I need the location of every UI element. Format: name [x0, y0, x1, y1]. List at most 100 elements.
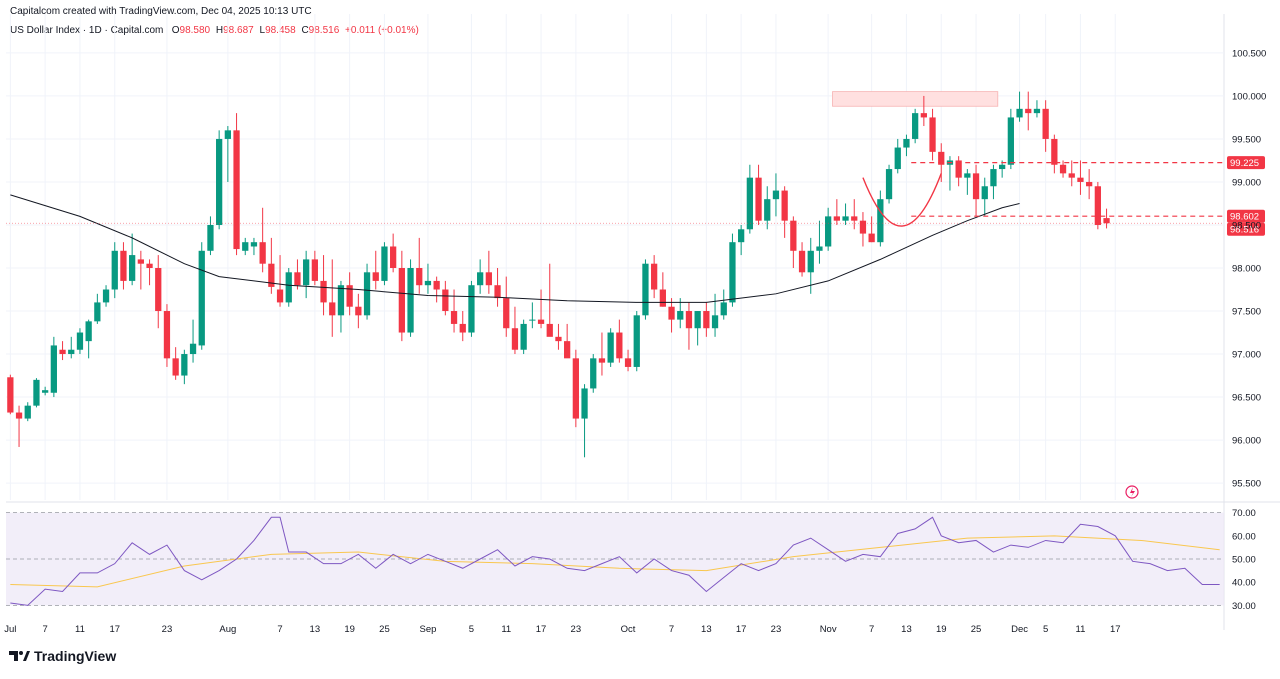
low-label: L [259, 25, 266, 36]
high-value: 98.687 [223, 25, 254, 36]
candle-body [50, 345, 57, 393]
time-tick-label: 11 [1076, 624, 1086, 635]
candle-body [651, 263, 658, 290]
candle-body [268, 263, 275, 287]
candle-body [207, 224, 214, 251]
candle-body [189, 343, 197, 355]
time-tick-label: Nov [820, 624, 837, 635]
candle-body [172, 358, 179, 376]
candle-body [1051, 138, 1058, 165]
candle-body [885, 169, 893, 200]
time-tick-label: 25 [971, 624, 982, 635]
candle-body [146, 263, 153, 268]
candle-body [477, 272, 484, 286]
cup-curve [862, 173, 942, 227]
candle-body [816, 246, 823, 251]
time-tick-label: 13 [701, 624, 712, 635]
flash-icon[interactable] [1125, 485, 1139, 499]
rsi-tick-label: 60.00 [1232, 531, 1256, 542]
candle-body [633, 315, 640, 367]
time-tick-label: 7 [277, 624, 282, 635]
candle-body [398, 268, 405, 333]
price-tick-label: 98.500 [1232, 220, 1261, 231]
time-tick-label: 17 [109, 624, 120, 635]
candle-body [42, 390, 49, 393]
candle-body [111, 250, 118, 290]
candle-body [677, 311, 684, 320]
candle-body [833, 216, 840, 221]
candle-body [764, 199, 771, 221]
pattern-overlay: 99.225 98.602 98.516 [6, 156, 1265, 236]
candle-body [390, 246, 397, 268]
candle-body [1094, 186, 1101, 225]
time-tick-label: 17 [536, 624, 547, 635]
candle-body [825, 216, 832, 247]
candle-body [529, 319, 536, 321]
time-tick-label: Sep [419, 624, 436, 635]
candle-body [94, 302, 101, 322]
price-tick-label: 100.000 [1232, 91, 1266, 102]
candle-body [450, 311, 458, 324]
candle-body [137, 259, 144, 264]
candle-body [181, 354, 188, 376]
close-value: 98.516 [308, 25, 340, 36]
candle-body [790, 220, 797, 251]
candle-body [990, 169, 997, 187]
candle-body [216, 138, 223, 225]
time-tick-label: 25 [379, 624, 390, 635]
candle-body [912, 113, 919, 139]
candle-body [564, 341, 571, 359]
high-label: H [215, 25, 224, 36]
candle-body [320, 280, 327, 303]
candle-body [1077, 177, 1084, 182]
candle-body [720, 302, 727, 316]
candle-body [1103, 218, 1110, 224]
candle-body [442, 289, 449, 312]
candle-body [903, 138, 910, 148]
tradingview-logo[interactable]: TradingView [8, 648, 116, 664]
moving-average-line [10, 194, 1020, 303]
resistance-zone-box [832, 91, 999, 107]
price-tag-label: 98.516 [1230, 225, 1259, 236]
candle-body [581, 388, 588, 419]
candle-body [981, 186, 988, 200]
time-tick-label: 5 [1043, 624, 1048, 635]
candle-body [407, 268, 414, 333]
candle-body [494, 285, 501, 299]
price-tag [1227, 222, 1265, 236]
time-tick-label: 13 [310, 624, 321, 635]
rsi-tick-label: 30.00 [1232, 601, 1256, 612]
time-tick-label: 13 [901, 624, 912, 635]
candle-body [33, 379, 40, 406]
candle-body [15, 412, 23, 419]
candle-body [520, 323, 527, 350]
candle-body [276, 289, 284, 303]
price-tag-label: 98.602 [1230, 212, 1259, 223]
candle-body [964, 173, 971, 178]
candle-body [329, 302, 336, 316]
rsi-tick-label: 50.00 [1232, 555, 1256, 566]
candle-body [1007, 117, 1014, 165]
price-axis[interactable]: 100.500 100.000 99.500 99.000 98.500 98.000 97… [1232, 48, 1266, 489]
candle-body [433, 280, 440, 290]
candle-body [598, 358, 606, 363]
candle-body [607, 332, 614, 363]
candle-body [355, 306, 362, 316]
candle-body [868, 233, 875, 243]
candle-body [746, 177, 753, 230]
candle-body [294, 272, 301, 286]
candle-body [807, 250, 814, 273]
candle-body [416, 268, 423, 286]
candle-body [694, 311, 701, 329]
candle-body [120, 250, 127, 281]
time-axis[interactable]: Jul 7 11 17 23 Aug 7 13 19 25 Sep 5 11 17 23 Oct 7 13 17 23… [4, 624, 1120, 635]
candle-body [851, 216, 858, 221]
rsi-ma-line [10, 535, 1220, 588]
candle-body [772, 190, 780, 200]
open-label: O [171, 25, 180, 36]
time-tick-label: 23 [162, 624, 173, 635]
candle-body [511, 328, 519, 350]
time-tick-label: 7 [43, 624, 48, 635]
time-tick-label: Jul [4, 624, 16, 635]
